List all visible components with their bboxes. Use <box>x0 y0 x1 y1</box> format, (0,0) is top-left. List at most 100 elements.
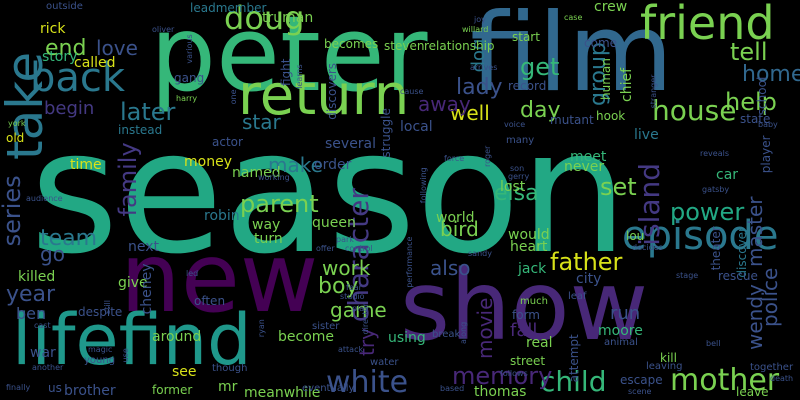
cloud-word-willard: willard <box>462 25 489 34</box>
cloud-word-become: become <box>278 329 335 345</box>
cloud-word-car: car <box>716 167 739 183</box>
cloud-word-star: star <box>242 110 281 134</box>
cloud-word-team: team <box>40 226 98 251</box>
cloud-word-work: work <box>322 256 371 280</box>
cloud-word-one: one <box>229 89 238 105</box>
cloud-word-tell: tell <box>730 38 768 66</box>
cloud-word-family: family <box>114 142 142 217</box>
cloud-word-chief: chief <box>619 67 635 102</box>
cloud-word-city: city <box>576 271 602 287</box>
cloud-word-becomes: becomes <box>324 37 379 51</box>
cloud-word-lifefind: lifefind <box>12 299 252 381</box>
cloud-word-would: would <box>508 227 550 243</box>
cloud-word-lou: lou <box>626 229 645 243</box>
cloud-word-together: together <box>750 362 794 373</box>
cloud-word-player: player <box>759 135 773 174</box>
cloud-word-new: new <box>120 222 319 334</box>
cloud-word-time: time <box>70 157 102 173</box>
cloud-word-street: street <box>510 354 546 368</box>
cloud-word-boy: boy <box>318 274 359 299</box>
cloud-word-away: away <box>418 92 471 116</box>
cloud-word-baby: baby <box>758 120 778 129</box>
cloud-word-show: show <box>400 250 649 362</box>
cloud-word-arrives: arrives <box>470 63 498 72</box>
cloud-word-finally: finally <box>6 383 31 392</box>
cloud-word-mr: mr <box>218 379 238 395</box>
cloud-word-various: various <box>185 34 194 64</box>
cloud-word-leave: leave <box>736 385 769 399</box>
cloud-word-following: following <box>419 167 428 204</box>
cloud-word-state: state <box>740 112 771 126</box>
cloud-word-go: go <box>40 242 65 266</box>
cloud-word-love: love <box>96 36 138 60</box>
cloud-word-form: form <box>512 308 540 322</box>
cloud-word-offer: offer <box>316 244 335 253</box>
cloud-word-theater: theater <box>709 226 723 271</box>
cloud-word-hook: hook <box>596 109 626 123</box>
cloud-word-killed: killed <box>18 269 56 285</box>
cloud-word-actor: actor <box>212 135 243 149</box>
cloud-word-end: end <box>45 36 87 61</box>
cloud-word-cause: cause <box>400 87 424 96</box>
cloud-word-studio: studio <box>340 292 365 301</box>
cloud-word-cast: cast <box>34 321 51 330</box>
cloud-word-old: old <box>6 131 25 145</box>
cloud-word-moore: moore <box>598 323 643 339</box>
cloud-word-police: police <box>758 267 782 327</box>
cloud-word-mutant: mutant <box>550 113 594 127</box>
cloud-word-escape: escape <box>620 373 663 387</box>
cloud-word-well: well <box>450 101 490 125</box>
cloud-word-war: war <box>30 345 56 361</box>
cloud-word-us: us <box>48 381 62 395</box>
cloud-word-stranger: stranger <box>649 74 658 109</box>
cloud-word-crew: crew <box>594 0 628 15</box>
cloud-word-instead: instead <box>118 123 163 137</box>
cloud-word-run: run <box>610 303 641 324</box>
cloud-word-back: back <box>30 55 126 101</box>
cloud-word-set: set <box>600 173 637 201</box>
cloud-word-later: later <box>120 98 176 126</box>
cloud-word-follows: follows <box>500 369 528 378</box>
cloud-word-house: house <box>652 94 737 127</box>
cloud-word-water: water <box>370 357 399 368</box>
cloud-word-truman: truman <box>262 10 314 26</box>
cloud-word-several: several <box>325 136 377 152</box>
cloud-word-gatsby: gatsby <box>702 185 730 194</box>
cloud-word-fear: fear <box>346 283 362 292</box>
cloud-word-live: live <box>634 127 659 143</box>
cloud-word-game: game <box>330 298 387 322</box>
cloud-word-see: see <box>172 364 197 380</box>
cloud-word-stage: stage <box>676 271 699 280</box>
cloud-word-come: come <box>584 36 618 50</box>
cloud-word-queen: queen <box>312 215 356 231</box>
cloud-word-using: using <box>388 330 426 346</box>
cloud-word-thomas: thomas <box>474 384 527 400</box>
cloud-word-struggle: struggle <box>379 108 393 158</box>
cloud-word-real: real <box>526 335 553 351</box>
cloud-word-order: order <box>314 157 352 173</box>
cloud-word-give: give <box>118 275 148 291</box>
cloud-word-money: money <box>184 154 232 170</box>
cloud-word-child: child <box>540 365 607 398</box>
cloud-word-york: york <box>8 119 26 128</box>
cloud-word-harry: harry <box>176 94 198 103</box>
cloud-word-death: death <box>770 374 794 383</box>
cloud-word-also: also <box>430 256 471 280</box>
cloud-word-roger: roger <box>483 145 492 167</box>
cloud-word-peter: peter <box>150 0 428 115</box>
cloud-word-day: day <box>520 98 561 123</box>
cloud-word-start: start <box>512 30 540 44</box>
cloud-word-many: many <box>506 135 535 146</box>
cloud-word-gang: gang <box>174 71 205 85</box>
cloud-word-make: make <box>268 153 323 177</box>
cloud-word-film: film <box>470 0 674 116</box>
cloud-word-break: break <box>432 329 461 340</box>
cloud-word-case: case <box>564 13 583 22</box>
cloud-word-record: record <box>508 79 547 93</box>
cloud-word-another: another <box>32 363 64 372</box>
cloud-word-steven: steven <box>384 39 425 53</box>
cloud-word-play: play <box>352 304 369 313</box>
cloud-word-rick: rick <box>40 21 66 37</box>
cloud-word-son: son <box>510 164 525 173</box>
